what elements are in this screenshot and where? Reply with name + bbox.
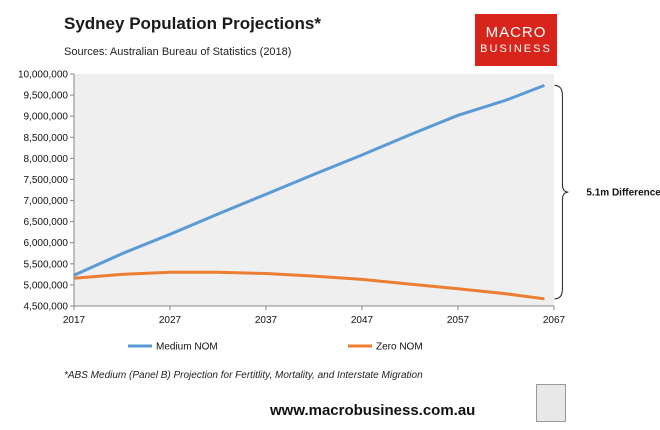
y-tick-label: 6,000,000 <box>24 238 69 249</box>
y-tick-label: 6,500,000 <box>24 217 69 228</box>
y-tick-label: 7,000,000 <box>24 196 69 207</box>
y-tick-label: 7,500,000 <box>24 175 69 186</box>
wolf-badge-icon <box>536 384 566 422</box>
y-tick-label: 8,500,000 <box>24 133 69 144</box>
macrobusiness-logo: MACRO BUSINESS <box>475 14 557 66</box>
chart-title: Sydney Population Projections* <box>64 14 321 33</box>
website-link[interactable]: www.macrobusiness.com.au <box>270 402 476 419</box>
y-tick-label: 9,500,000 <box>24 91 69 102</box>
logo-line-2: BUSINESS <box>480 43 552 55</box>
x-tick-label: 2057 <box>447 315 470 326</box>
footnote: *ABS Medium (Panel B) Projection for Fer… <box>64 370 423 381</box>
series-line-zero-nom <box>73 270 545 301</box>
y-tick-label: 9,000,000 <box>24 112 69 123</box>
legend-label: Medium NOM <box>156 342 218 353</box>
y-tick-label: 5,500,000 <box>24 259 69 270</box>
difference-brace <box>554 84 569 300</box>
x-tick-label: 2027 <box>159 315 182 326</box>
y-tick-label: 10,000,000 <box>18 70 68 81</box>
plot-area <box>74 74 554 306</box>
series-line-medium-nom <box>73 84 545 277</box>
x-tick-label: 2047 <box>351 315 374 326</box>
difference-annotation: 5.1m Difference <box>586 188 660 199</box>
x-tick-label: 2067 <box>543 315 566 326</box>
x-tick-label: 2037 <box>255 315 278 326</box>
y-tick-label: 5,000,000 <box>24 280 69 291</box>
legend-label: Zero NOM <box>376 342 423 353</box>
logo-line-1: MACRO <box>485 24 547 41</box>
x-tick-label: 2017 <box>63 315 86 326</box>
y-tick-label: 4,500,000 <box>24 302 69 313</box>
y-tick-label: 8,000,000 <box>24 154 69 165</box>
chart-source: Sources: Australian Bureau of Statistics… <box>64 46 292 58</box>
